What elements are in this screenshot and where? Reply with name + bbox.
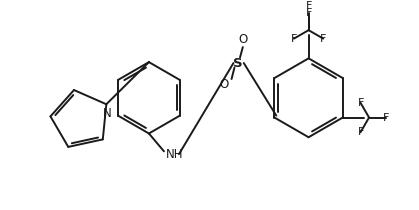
Text: S: S xyxy=(233,56,243,70)
Text: F: F xyxy=(383,113,389,122)
Text: O: O xyxy=(238,33,248,46)
Text: N: N xyxy=(103,107,111,120)
Text: F: F xyxy=(320,34,326,44)
Text: F: F xyxy=(357,127,364,137)
Text: F: F xyxy=(305,8,312,18)
Text: NH: NH xyxy=(166,148,184,161)
Text: O: O xyxy=(220,78,229,91)
Text: F: F xyxy=(357,98,364,108)
Text: F: F xyxy=(305,1,312,11)
Text: F: F xyxy=(291,34,297,44)
